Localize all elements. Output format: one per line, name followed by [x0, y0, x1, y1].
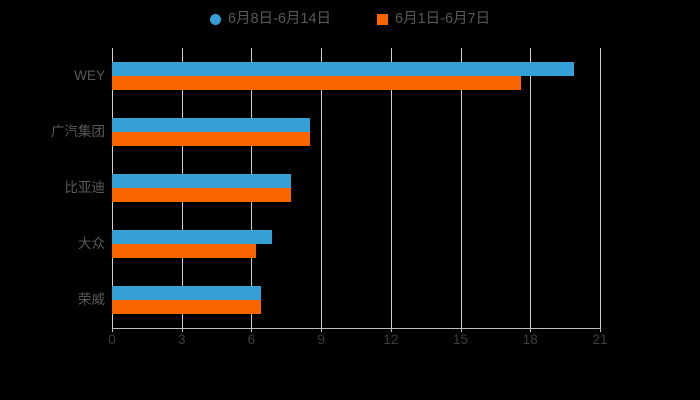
x-tick-label: 12 [383, 332, 399, 347]
bar-current[interactable] [112, 118, 310, 132]
x-axis-line [112, 328, 601, 329]
y-axis-category-label: WEY [74, 68, 105, 83]
tick-mark [251, 328, 253, 332]
square-icon [377, 13, 389, 25]
gridline [321, 48, 323, 328]
x-tick-label: 21 [592, 332, 608, 347]
legend-item-current[interactable]: 6月8日-6月14日 [209, 10, 332, 27]
bar-current[interactable] [112, 174, 291, 188]
bar-previous[interactable] [112, 300, 261, 314]
y-axis-category-label: 荣威 [78, 292, 105, 307]
y-axis-labels: WEY 广汽集团比亚迪大众荣威 [0, 48, 105, 328]
bar-previous[interactable] [112, 244, 257, 258]
tick-mark [530, 328, 532, 332]
y-axis-category-label: 比亚迪 [64, 180, 106, 195]
tick-mark [181, 328, 183, 332]
y-axis-category-label: 大众 [78, 236, 105, 251]
x-tick-label: 3 [177, 332, 186, 347]
tick-mark [112, 328, 113, 332]
legend-label-previous: 6月1日-6月7日 [395, 10, 491, 27]
gridline [530, 48, 532, 328]
gridline [460, 48, 462, 328]
chart-legend: 6月8日-6月14日 6月1日-6月7日 [0, 6, 700, 32]
bar-current[interactable] [112, 230, 273, 244]
legend-item-previous[interactable]: 6月1日-6月7日 [377, 12, 490, 27]
bar-current[interactable] [112, 62, 575, 76]
tick-mark [600, 328, 601, 332]
x-tick-label: 18 [522, 332, 538, 347]
gridline [390, 48, 392, 328]
x-axis-tick-labels: 0 3 6 9 12 15 18 21 [0, 332, 700, 354]
x-tick-label: 0 [108, 332, 116, 347]
x-tick-label: 15 [453, 332, 469, 347]
tick-mark [390, 328, 392, 332]
bar-previous[interactable] [112, 132, 310, 146]
gridline [600, 48, 601, 328]
bar-previous[interactable] [112, 188, 291, 202]
tick-mark [321, 328, 323, 332]
bar-current[interactable] [112, 286, 261, 300]
circle-icon [209, 13, 221, 25]
plot-area [112, 48, 601, 328]
legend-label-current: 6月8日-6月14日 [227, 10, 332, 27]
bar-previous[interactable] [112, 76, 521, 90]
x-tick-label: 9 [317, 332, 325, 347]
x-tick-label: 6 [247, 332, 256, 347]
y-axis-category-label: 广汽集团 [51, 124, 105, 139]
tick-mark [460, 328, 462, 332]
